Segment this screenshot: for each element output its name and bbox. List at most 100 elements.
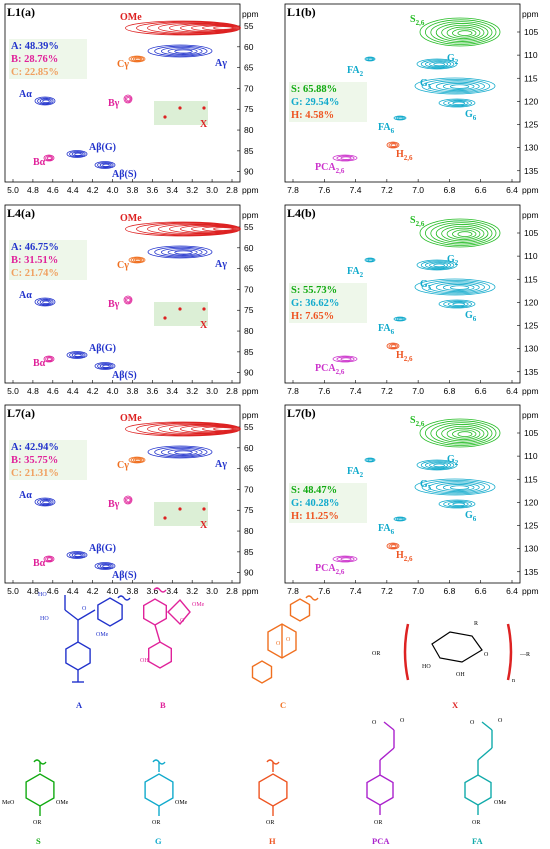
aalpha-peak-contour [39,499,52,505]
balpha-peak-contour [45,356,54,362]
H-wavy [266,759,280,765]
panel-title: L7(b) [287,406,316,420]
abetas-label: Aβ(S) [112,169,137,180]
G-wavy [152,759,166,765]
stats-box [289,283,367,323]
x-tick-label: 4.2 [87,586,99,596]
g2-peak-contour [429,61,449,67]
x-unit: ppm [242,386,259,396]
abetas-peak-contour [97,562,114,570]
agamma-peak-contour [160,47,203,56]
y-tick-label: 75 [244,104,254,114]
abetag-peak-contour [69,351,86,359]
g2-peak-contour [420,460,455,470]
x-tick-label: 3.8 [127,185,139,195]
bgamma-peak-contour [123,495,133,505]
fa2-label: FA2 [347,466,364,479]
x-tick-label: 3.6 [146,386,158,396]
fa2-peak-contour [367,458,373,462]
agamma-label: Aγ [215,259,227,270]
structure-c-name: C [280,700,286,710]
abetag-peak-contour [71,151,84,157]
s26-peak-contour [441,225,485,242]
fa6-peak-contour [393,516,407,522]
fa2-peak [364,56,376,62]
panel-l1b: L1(b) 105 110 115 120 125 130 135 ppm 7.8 7.6 7.4 7.… [284,3,539,195]
abetag-peak-contour [74,152,82,156]
x-peak [178,307,182,311]
abetas-peak-contour [94,161,116,169]
y-tick-label: 70 [244,284,254,294]
hsqc-panels: L1(a) 55 60 65 70 75 80 85 90 ppm 5.0 4.8 4.6 4.4 4.2 4… [4,3,539,596]
bgamma-peak-contour [126,97,131,102]
ome-label: OMe [120,413,142,424]
x-tick-label: 4.0 [107,586,119,596]
x-tick-label: 4.8 [27,586,39,596]
y-tick-label: 105 [524,27,538,37]
y-tick-label: 120 [524,297,538,307]
s26-peak-contour [430,21,493,44]
s26-label: S2,6 [410,215,425,228]
fa-bond [477,747,493,761]
S-ome: OMe [56,800,69,806]
stat-line: S: 55.73% [291,285,337,296]
H-ring [258,773,288,807]
stat-line: C: 21.74% [11,268,59,279]
aalpha-peak-contour [34,297,56,307]
ome-contour [180,225,236,233]
s26-peak [419,418,501,448]
cgamma-peak-contour [132,57,143,62]
h26-peak [386,342,400,350]
g5-peak-contour [428,281,485,294]
agamma-peak-contour [147,445,213,459]
x-tick-label: 3.0 [206,386,218,396]
structure-h: OR H [258,759,288,846]
g2-peak-contour [429,262,449,268]
ome-contour [202,25,234,31]
balpha-peak-contour [43,355,55,363]
bgamma-label: Bγ [108,299,120,310]
a-ring [65,641,91,671]
g6-label: G6 [465,310,477,323]
ome-contour [125,20,241,36]
g5-peak-contour [449,485,470,490]
fa2-peak-contour [364,457,376,463]
g5-peak-contour [421,479,491,495]
abetas-label: Aβ(S) [112,570,137,581]
stat-line: B: 31.51% [11,255,58,266]
g6-peak [438,499,476,509]
y-tick-label: 85 [244,347,254,357]
stat-line: B: 35.75% [11,455,58,466]
g6-peak [438,299,476,309]
ome-contour [147,222,239,235]
stat-line: H: 11.25% [291,511,339,522]
aalpha-peak-contour [42,300,50,305]
G-ring [144,773,174,807]
x-unit: ppm [522,586,539,596]
a-ring2 [97,597,123,627]
y-tick-label: 75 [244,505,254,515]
agamma-label: Aγ [215,58,227,69]
g5-peak [414,478,496,496]
g5-peak-contour [442,284,475,291]
fa-bond [481,721,493,731]
x-peak [163,516,167,520]
fa6-label: FA6 [378,523,395,536]
y-tick-label: 55 [244,21,254,31]
x-r2: —R [519,652,530,658]
y-tick-label: 130 [524,143,538,153]
aalpha-label: Aα [19,89,32,100]
panel-l7a: L7(a) 55 60 65 70 75 80 85 90 ppm 5.0 4.8 4.6 4.4 4.2 4… [4,404,259,596]
s26-peak-contour [452,429,477,439]
x-region [154,302,208,326]
abetas-peak [94,362,116,370]
ome-label: OMe [120,12,142,23]
ome-peak [125,221,241,237]
c-ring [289,598,311,622]
s26-peak-contour [425,220,497,246]
abetas-peak-contour [94,362,116,370]
s26-peak [419,17,501,47]
y-unit: ppm [242,410,259,420]
g5-label: G5 [420,279,432,292]
ome-contour [158,22,238,34]
